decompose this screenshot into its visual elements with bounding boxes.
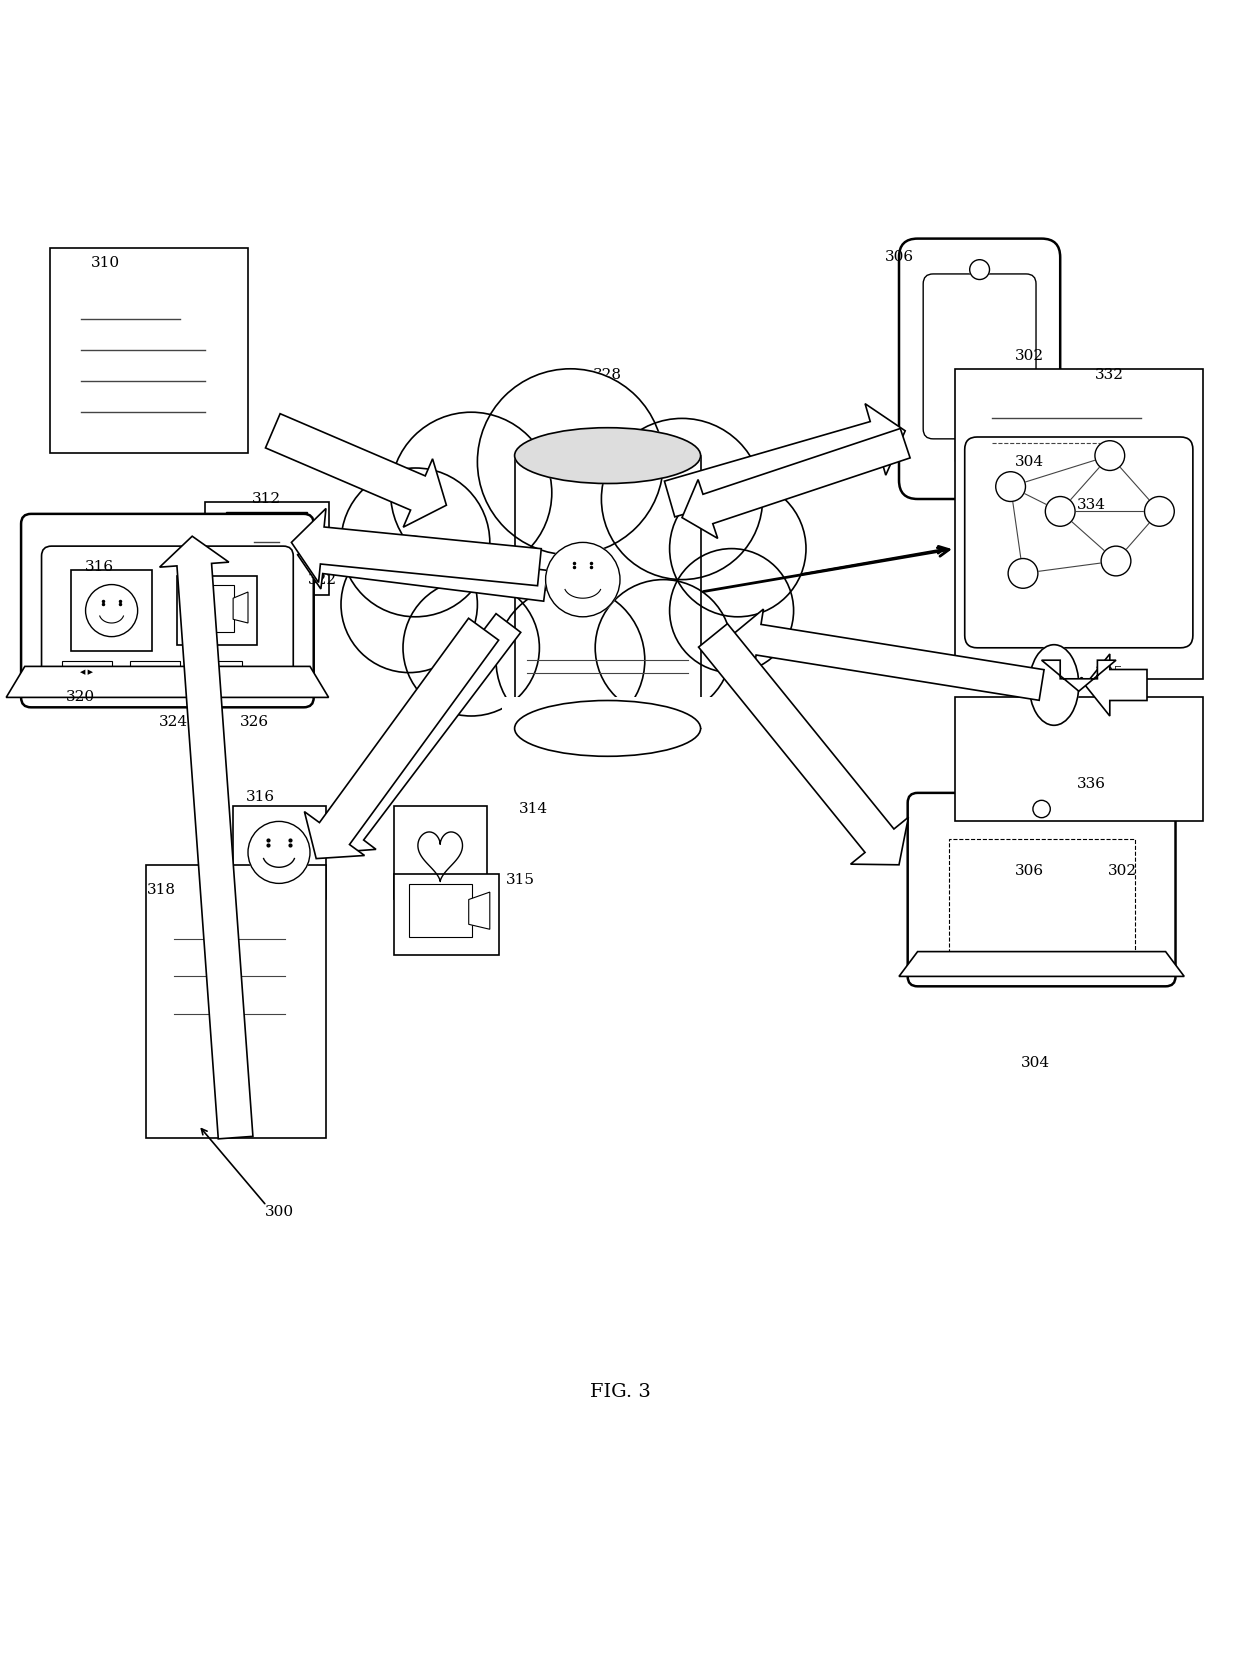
FancyBboxPatch shape: [130, 662, 180, 684]
Circle shape: [496, 586, 645, 734]
FancyBboxPatch shape: [923, 274, 1037, 438]
FancyBboxPatch shape: [515, 455, 701, 729]
Text: 326: 326: [239, 716, 269, 729]
Circle shape: [391, 412, 552, 573]
Text: 315: 315: [177, 559, 207, 575]
Polygon shape: [698, 623, 909, 865]
Text: 306: 306: [1014, 864, 1044, 879]
Text: 316: 316: [84, 559, 114, 575]
Text: 322: 322: [308, 573, 337, 586]
Circle shape: [341, 536, 477, 672]
FancyBboxPatch shape: [625, 548, 652, 575]
Polygon shape: [732, 610, 1044, 701]
FancyBboxPatch shape: [50, 249, 248, 452]
Text: 334: 334: [1076, 499, 1106, 512]
FancyBboxPatch shape: [394, 806, 486, 899]
Circle shape: [970, 260, 990, 279]
Text: 320: 320: [66, 690, 95, 704]
FancyBboxPatch shape: [233, 806, 325, 899]
Circle shape: [341, 469, 490, 617]
Circle shape: [477, 370, 663, 554]
FancyBboxPatch shape: [955, 438, 1004, 460]
FancyBboxPatch shape: [955, 370, 1203, 679]
Circle shape: [1101, 546, 1131, 576]
Text: 302: 302: [1107, 864, 1137, 879]
Text: 304: 304: [1021, 1057, 1050, 1070]
FancyBboxPatch shape: [899, 239, 1060, 499]
Text: 316: 316: [246, 790, 275, 803]
Text: 305: 305: [1095, 665, 1125, 680]
FancyBboxPatch shape: [394, 874, 498, 954]
Polygon shape: [899, 951, 1184, 976]
FancyBboxPatch shape: [625, 581, 652, 608]
Polygon shape: [1085, 654, 1147, 716]
FancyBboxPatch shape: [408, 884, 471, 937]
FancyBboxPatch shape: [965, 437, 1193, 648]
Polygon shape: [6, 667, 329, 697]
Polygon shape: [682, 428, 910, 538]
Circle shape: [601, 418, 763, 580]
Circle shape: [670, 480, 806, 617]
Polygon shape: [665, 403, 905, 517]
Circle shape: [1095, 440, 1125, 470]
Circle shape: [248, 822, 310, 884]
FancyBboxPatch shape: [908, 793, 1176, 986]
Text: 300: 300: [264, 1205, 294, 1220]
Polygon shape: [265, 413, 446, 528]
Polygon shape: [469, 892, 490, 929]
FancyBboxPatch shape: [187, 585, 234, 632]
FancyBboxPatch shape: [177, 576, 258, 645]
FancyBboxPatch shape: [226, 512, 306, 573]
Text: 302: 302: [1014, 349, 1044, 363]
Circle shape: [1008, 558, 1038, 588]
Polygon shape: [291, 509, 541, 586]
FancyBboxPatch shape: [955, 697, 1203, 822]
Text: 332: 332: [1095, 368, 1125, 381]
FancyBboxPatch shape: [42, 546, 294, 687]
Polygon shape: [305, 618, 498, 858]
Ellipse shape: [1029, 645, 1079, 726]
Text: 304: 304: [1014, 455, 1044, 469]
Circle shape: [670, 549, 794, 672]
FancyBboxPatch shape: [146, 865, 325, 1137]
Text: 318: 318: [146, 882, 176, 897]
Text: 314: 314: [518, 801, 548, 816]
Polygon shape: [298, 528, 548, 601]
FancyBboxPatch shape: [21, 514, 314, 707]
Text: 312: 312: [252, 492, 281, 506]
Circle shape: [1045, 497, 1075, 526]
FancyBboxPatch shape: [72, 570, 151, 650]
Circle shape: [996, 472, 1025, 501]
Polygon shape: [160, 536, 253, 1139]
FancyBboxPatch shape: [502, 697, 713, 729]
FancyBboxPatch shape: [62, 662, 112, 684]
Text: 324: 324: [159, 716, 188, 729]
Text: 308: 308: [537, 529, 567, 543]
Text: 306: 306: [884, 250, 914, 264]
Ellipse shape: [515, 701, 701, 756]
FancyBboxPatch shape: [949, 840, 1135, 953]
Polygon shape: [326, 613, 521, 852]
Text: 330: 330: [593, 640, 622, 655]
Circle shape: [86, 585, 138, 637]
Circle shape: [403, 580, 539, 716]
Text: ◀ ▶: ◀ ▶: [81, 670, 93, 675]
Circle shape: [1033, 800, 1050, 818]
Text: 336: 336: [1076, 778, 1106, 791]
FancyBboxPatch shape: [192, 662, 242, 684]
Text: 315: 315: [506, 872, 536, 887]
Ellipse shape: [515, 428, 701, 484]
Circle shape: [1145, 497, 1174, 526]
Polygon shape: [1042, 660, 1116, 690]
Text: 328: 328: [593, 368, 622, 381]
Text: FIG. 3: FIG. 3: [589, 1383, 651, 1401]
FancyBboxPatch shape: [205, 502, 329, 595]
Circle shape: [595, 580, 732, 716]
Circle shape: [546, 543, 620, 617]
Text: 310: 310: [91, 257, 120, 270]
Polygon shape: [233, 591, 248, 623]
